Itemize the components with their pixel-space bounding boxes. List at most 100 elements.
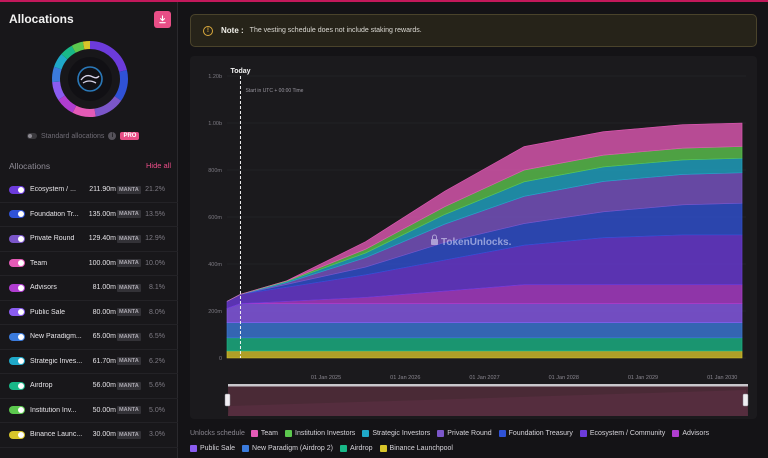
allocation-row[interactable]: Binance Launc... 30.00m MANTA 3.0% — [0, 423, 178, 448]
allocation-row[interactable]: Institution Inv... 50.00m MANTA 5.0% — [0, 399, 178, 423]
allocation-amount: 211.90m — [89, 186, 116, 194]
y-tick-label: 1.20b — [208, 74, 222, 80]
allocation-toggle[interactable] — [9, 430, 25, 439]
legend-label: Foundation Treasury — [508, 430, 573, 437]
allocation-toggle[interactable] — [9, 259, 25, 268]
note-label: Note : — [221, 26, 244, 35]
lock-shackle-icon — [432, 234, 437, 239]
legend-item[interactable]: Team — [250, 430, 278, 437]
allocation-amount: 56.00m — [92, 382, 116, 390]
donut-slice — [94, 95, 122, 117]
legend-item[interactable]: Binance Launchpool — [379, 445, 453, 452]
navigator-scrollbar[interactable] — [228, 384, 748, 387]
legend-item[interactable]: Private Round — [437, 430, 492, 437]
donut-slice — [114, 70, 128, 101]
note-text: The vesting schedule does not include st… — [249, 27, 422, 34]
token-badge: MANTA — [117, 332, 141, 341]
tokenunlocks-watermark: TokenUnlocks. — [431, 234, 512, 248]
allocation-toggle[interactable] — [9, 185, 25, 194]
area-series-new-paradigm-airdrop-2-[interactable] — [226, 322, 743, 339]
standard-allocations-toggle[interactable] — [27, 133, 37, 139]
token-badge: MANTA — [117, 381, 141, 390]
legend-swatch — [498, 430, 506, 437]
legend-label: New Paradigm (Airdrop 2) — [252, 445, 333, 452]
legend-item[interactable]: Institution Investors — [285, 430, 355, 437]
allocation-toggle[interactable] — [9, 381, 25, 390]
allocation-row[interactable]: Ecosystem / ... 211.90m MANTA 21.2% — [0, 178, 178, 203]
allocation-row[interactable]: Public Sale 80.00m MANTA 8.0% — [0, 301, 178, 325]
hide-all-button[interactable]: Hide all — [145, 161, 171, 170]
legend-label: Strategic Investors — [372, 430, 431, 437]
allocation-row[interactable]: Private Round 129.40m MANTA 12.9% — [0, 227, 178, 252]
navigator-mini-area — [228, 390, 748, 416]
allocation-toggle[interactable] — [9, 283, 25, 292]
allocations-sidebar: Allocations Standard allocations i PRO A… — [0, 2, 178, 458]
sidebar-title: Allocations — [9, 12, 74, 26]
x-tick-label: 01 Jan 2026 — [390, 375, 420, 381]
legend-item[interactable]: Advisors — [672, 430, 709, 437]
legend-item[interactable]: Public Sale — [190, 445, 235, 452]
allocation-row[interactable]: Airdrop 56.00m MANTA 5.6% — [0, 374, 178, 399]
allocation-amount: 30.00m — [92, 431, 116, 439]
download-button[interactable] — [154, 11, 171, 28]
legend-label: Institution Investors — [295, 430, 356, 437]
donut-slice — [52, 66, 62, 83]
legend-item[interactable]: New Paradigm (Airdrop 2) — [242, 445, 333, 452]
allocation-row[interactable]: Foundation Tr... 135.00m MANTA 13.5% — [0, 203, 178, 227]
allocation-toggle[interactable] — [9, 308, 25, 317]
allocation-toggle[interactable] — [9, 406, 25, 415]
legend-item[interactable]: Foundation Treasury — [498, 430, 573, 437]
x-tick-label: 01 Jan 2025 — [311, 375, 341, 381]
allocation-percent: 5.6% — [149, 382, 165, 390]
legend-item[interactable]: Airdrop — [339, 445, 373, 452]
area-series-team[interactable] — [226, 122, 743, 302]
allocation-toggle[interactable] — [9, 332, 25, 341]
area-series-public-sale[interactable] — [226, 303, 743, 323]
allocation-name: Public Sale — [30, 308, 66, 316]
legend-label: Binance Launchpool — [389, 445, 453, 452]
allocations-list-header: Allocations Hide all — [9, 161, 171, 171]
allocation-row[interactable]: Team 100.00m MANTA 10.0% — [0, 252, 178, 276]
allocation-row[interactable]: Advisors 81.00m MANTA 8.1% — [0, 276, 178, 301]
allocation-amount: 100.00m — [88, 259, 116, 267]
y-tick-label: 600m — [208, 215, 222, 221]
allocation-row[interactable]: New Paradigm... 65.00m MANTA 6.5% — [0, 325, 178, 350]
chart-legend: Unlocks schedule Team Institution Investor… — [190, 426, 765, 458]
allocation-percent: 6.5% — [149, 333, 165, 341]
note-banner: ! Note : The vesting schedule does not i… — [190, 14, 757, 47]
lock-icon — [431, 239, 438, 245]
allocation-toggle[interactable] — [9, 234, 25, 243]
allocation-percent: 10.0% — [145, 259, 165, 267]
allocation-amount: 61.70m — [92, 357, 116, 365]
standard-allocations-row[interactable]: Standard allocations i PRO — [27, 130, 157, 142]
x-tick-label: 01 Jan 2027 — [469, 375, 499, 381]
area-series-binance-launchpool[interactable] — [226, 350, 743, 359]
legend-swatch — [579, 430, 587, 437]
allocation-percent: 6.2% — [149, 357, 165, 365]
donut-slice — [58, 95, 77, 113]
x-tick-label: 01 Jan 2028 — [549, 375, 579, 381]
allocation-percent: 21.2% — [145, 186, 165, 194]
range-navigator[interactable] — [224, 384, 749, 416]
navigator-handle[interactable] — [224, 393, 231, 407]
area-series-airdrop[interactable] — [226, 337, 743, 352]
info-icon[interactable]: i — [108, 132, 117, 140]
x-tick-label: 01 Jan 2030 — [707, 375, 737, 381]
legend-title: Unlocks schedule — [190, 430, 245, 437]
navigator-handle[interactable] — [742, 393, 749, 407]
legend-item[interactable]: Ecosystem / Community — [579, 430, 665, 437]
vesting-area-chart[interactable]: 0 200m 400m 600m 800m 1.00b 1.20b 01 Jan 2025 01… — [190, 56, 757, 419]
allocation-name: Strategic Inves... — [30, 357, 83, 365]
allocation-name: Airdrop — [30, 382, 53, 390]
token-badge: MANTA — [117, 308, 141, 317]
allocation-toggle[interactable] — [9, 210, 25, 219]
allocation-name: Foundation Tr... — [30, 210, 79, 218]
legend-row: Unlocks schedule Team Institution Investor… — [190, 426, 765, 441]
allocation-row[interactable]: Strategic Inves... 61.70m MANTA 6.2% — [0, 350, 178, 374]
allocation-percent: 8.1% — [149, 284, 165, 292]
area-series-group — [226, 122, 743, 359]
allocation-toggle[interactable] — [9, 357, 25, 366]
token-badge: MANTA — [117, 185, 141, 194]
legend-label: Team — [260, 430, 278, 437]
legend-item[interactable]: Strategic Investors — [362, 430, 430, 437]
